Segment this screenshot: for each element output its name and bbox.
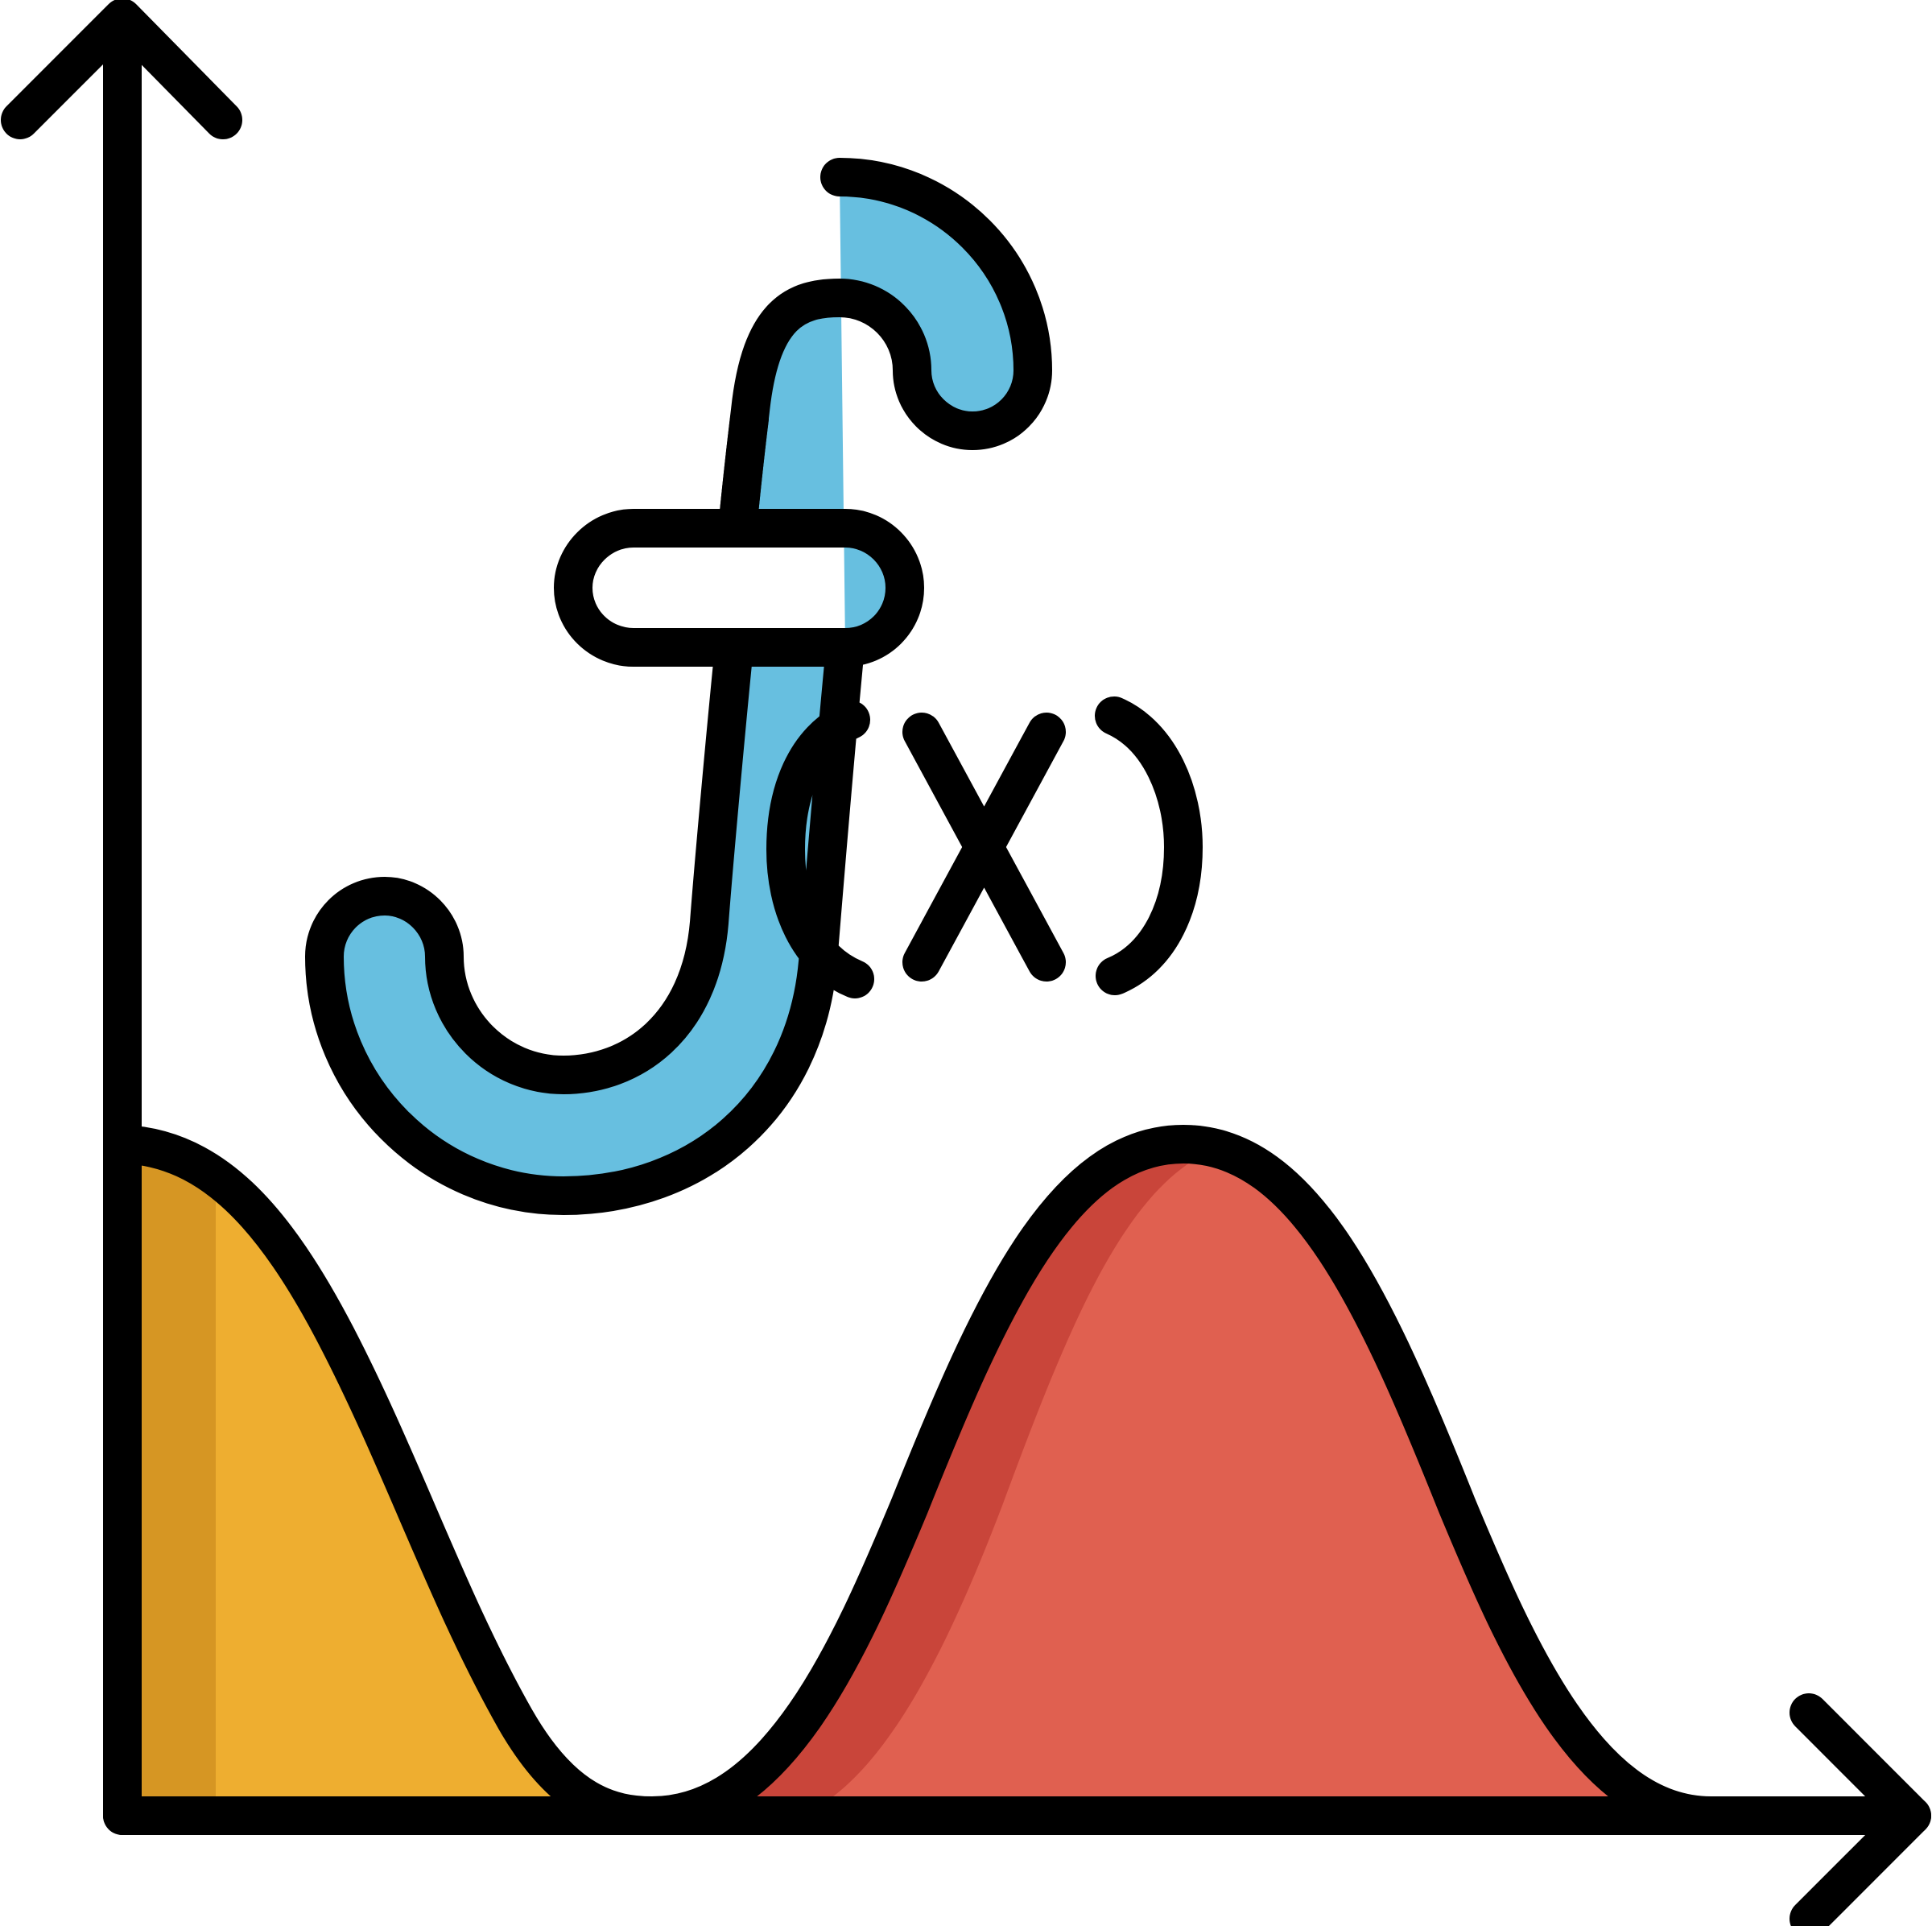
x-stroke-2: [902, 713, 1066, 982]
curve-outline: [103, 1125, 1899, 1835]
function-f-symbol-icon: [305, 158, 1052, 1215]
f-symbol-detail: [554, 399, 769, 667]
right-parenthesis: [1095, 696, 1203, 995]
x-axis-arrowhead-icon: [1790, 1693, 1931, 1926]
y-axis-arrowhead-icon: [1, 0, 242, 139]
function-argument-x: [766, 696, 1203, 998]
left-parenthesis: [766, 701, 874, 998]
left-hump-shade: [122, 1144, 216, 1816]
f-symbol-shape: [305, 158, 1052, 1215]
